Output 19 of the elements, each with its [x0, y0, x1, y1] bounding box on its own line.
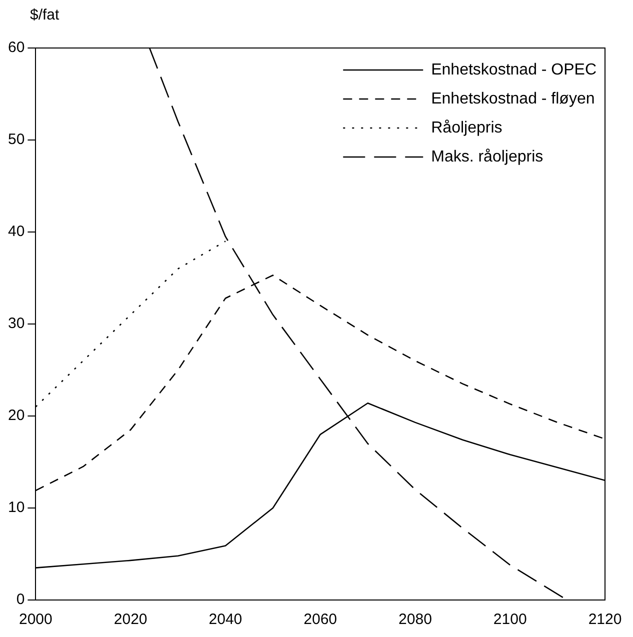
- y-tick-label: 50: [8, 131, 25, 148]
- x-tick-label: 2120: [588, 611, 622, 628]
- legend-label: Enhetskostnad - OPEC: [431, 61, 597, 78]
- x-tick-label: 2060: [304, 611, 338, 628]
- legend-label: Maks. råoljepris: [431, 148, 544, 166]
- y-axis-title: $/fat: [30, 6, 60, 24]
- x-tick-label: 2000: [18, 611, 52, 628]
- y-tick-label: 40: [8, 223, 25, 240]
- x-tick-label: 2040: [208, 611, 242, 628]
- y-tick-label: 10: [8, 499, 25, 516]
- y-tick-label: 0: [16, 591, 25, 608]
- y-tick-label: 30: [8, 315, 25, 332]
- x-tick-label: 2100: [493, 611, 527, 628]
- y-tick-label: 20: [8, 407, 25, 424]
- legend-label: Enhetskostnad - fløyen: [431, 90, 595, 108]
- x-tick-label: 2020: [114, 611, 148, 628]
- legend-label: Råoljepris: [431, 119, 502, 136]
- y-tick-label: 60: [8, 39, 25, 56]
- x-tick-label: 2080: [398, 611, 432, 628]
